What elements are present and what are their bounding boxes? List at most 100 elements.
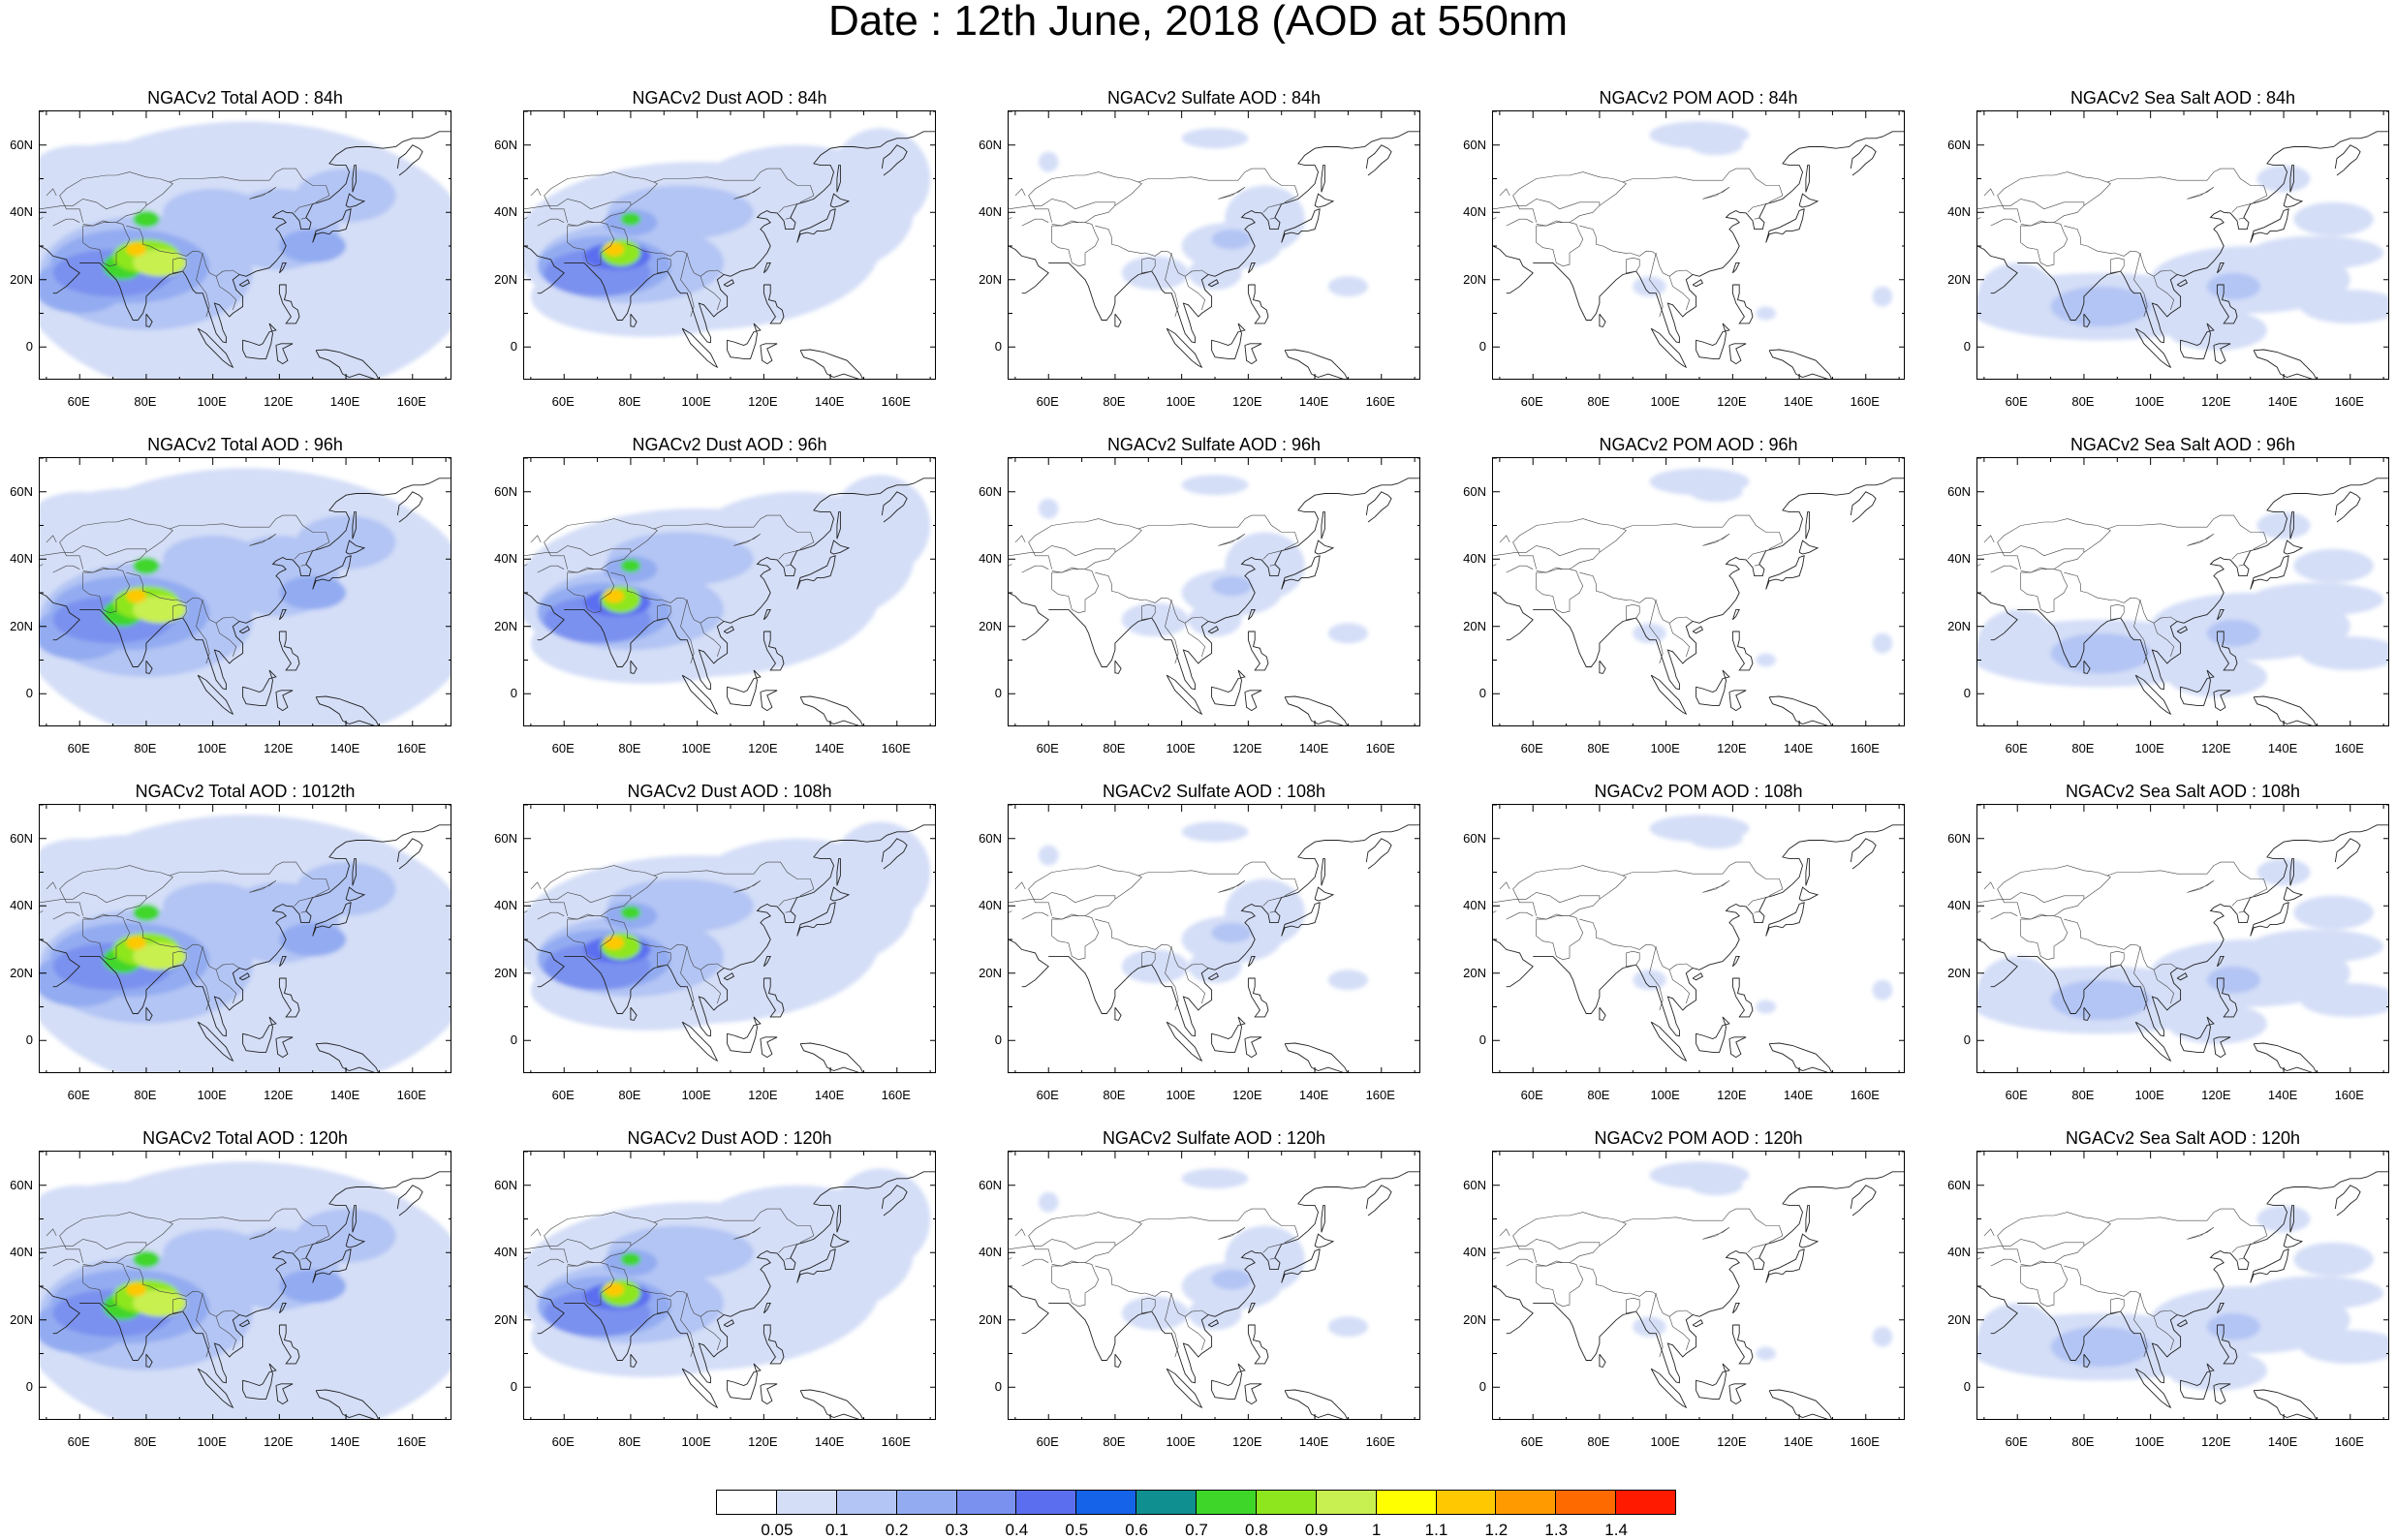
lon-label: 100E (1650, 1088, 1680, 1102)
colorbar-tick-label: 0.6 (1125, 1521, 1148, 1539)
axis-ticks (40, 805, 451, 1072)
aod-blob (133, 557, 160, 574)
lon-label: 160E (1365, 394, 1395, 409)
aod-blob (1038, 845, 1059, 866)
lon-label: 160E (1365, 1434, 1395, 1449)
aod-blob (63, 835, 197, 876)
lat-label: 40N (1463, 898, 1486, 913)
lon-label: 60E (67, 741, 90, 755)
lon-label: 100E (197, 1088, 227, 1102)
map-frame (1008, 804, 1420, 1073)
lat-label: 20N (10, 618, 33, 633)
lat-label: 60N (979, 483, 1002, 499)
lon-label: 140E (329, 394, 360, 409)
lon-label: 60E (1520, 1434, 1543, 1449)
lon-label: 140E (1783, 741, 1814, 755)
lon-label: 60E (551, 1088, 575, 1102)
colorbar-swatch (1615, 1490, 1676, 1515)
axis-ticks (40, 111, 451, 379)
coastlines (1977, 824, 2388, 1072)
aod-blob (2207, 1312, 2261, 1340)
lat-label: 20N (494, 618, 517, 633)
aod-blob (830, 1168, 931, 1270)
aod-blob (1038, 151, 1059, 172)
aod-map (1977, 805, 2388, 1072)
aod-blob (2050, 632, 2151, 674)
aod-map (1493, 1152, 1904, 1419)
lon-label: 100E (681, 1434, 711, 1449)
lon-label: 160E (2334, 1434, 2364, 1449)
map-panel-sulfate-3: NGACv2 Sulfate AOD : 120h 60N 40N 20N 0 60E 80… (969, 1127, 1424, 1476)
lat-label: 40N (10, 1245, 33, 1260)
aod-blob (830, 821, 931, 923)
colorbar-swatch (1015, 1490, 1077, 1515)
colorbar-swatch (1375, 1490, 1437, 1515)
lon-label: 140E (1298, 1088, 1329, 1102)
aod-colorbar (716, 1490, 1676, 1515)
aod-blob (1121, 1296, 1189, 1331)
lon-label: 140E (1298, 1434, 1329, 1449)
colorbar-swatch (1555, 1490, 1617, 1515)
lat-label: 0 (25, 1032, 33, 1048)
aod-blob (133, 1250, 160, 1268)
aod-blob (2050, 1326, 2151, 1368)
aod-blob (2293, 895, 2374, 930)
lon-label: 60E (1036, 394, 1059, 409)
lon-label: 100E (1650, 1434, 1680, 1449)
aod-blob (1872, 1326, 1893, 1347)
lat-label: 0 (1963, 339, 1971, 354)
aod-blob (346, 906, 447, 1007)
lon-label: 80E (618, 1088, 641, 1102)
lat-label: 60N (979, 1177, 1002, 1192)
axis-ticks (1977, 111, 2388, 379)
colorbar-tick-label: 1 (1371, 1521, 1382, 1539)
aod-blob (296, 1209, 396, 1263)
map-panel-pom-0: NGACv2 POM AOD : 84h 60N 40N 20N 0 60E 80E 100E… (1453, 87, 1909, 436)
colorbar-tick-label: 0.8 (1245, 1521, 1268, 1539)
aod-blob (296, 515, 396, 570)
map-frame (1492, 804, 1905, 1073)
aod-blob (1211, 922, 1252, 943)
lon-label: 80E (618, 1434, 641, 1449)
lat-label: 0 (25, 1379, 33, 1395)
aod-blob (1327, 276, 1369, 297)
lon-label: 140E (814, 741, 845, 755)
lon-label: 60E (1036, 741, 1059, 755)
aod-map (1493, 458, 1904, 725)
lon-label: 140E (1783, 394, 1814, 409)
lat-label: 0 (510, 339, 517, 354)
map-panel-total-1: NGACv2 Total AOD : 96h 60N 40N 20N 0 60E 80E 10… (0, 434, 455, 783)
lon-label: 140E (814, 1434, 845, 1449)
map-frame (39, 1151, 451, 1420)
aod-blob (1327, 623, 1369, 644)
map-frame (1976, 457, 2389, 726)
aod-field (1038, 821, 1369, 991)
aod-blob (63, 1182, 197, 1222)
lat-label: 60N (10, 137, 33, 152)
aod-blob (1121, 256, 1189, 291)
map-frame (1976, 804, 2389, 1073)
lon-label: 120E (748, 1088, 778, 1102)
aod-blob (1327, 1316, 1369, 1338)
aod-blob (126, 589, 146, 603)
lon-label: 80E (2071, 394, 2095, 409)
colorbar-swatch (716, 1490, 777, 1515)
lon-label: 160E (2334, 394, 2364, 409)
lon-label: 140E (329, 741, 360, 755)
aod-field (524, 475, 931, 684)
aod-blob (1211, 575, 1252, 597)
aod-map (1009, 111, 1419, 379)
lat-label: 60N (10, 1177, 33, 1192)
lat-label: 20N (979, 1311, 1002, 1327)
lon-label: 100E (1166, 741, 1196, 755)
lat-label: 0 (510, 1379, 517, 1395)
lat-label: 40N (1947, 1245, 1971, 1260)
map-frame (39, 110, 451, 380)
lon-label: 140E (329, 1088, 360, 1102)
lon-label: 120E (1717, 1088, 1747, 1102)
coastlines (1009, 1171, 1419, 1419)
axis-ticks (524, 1152, 935, 1419)
lat-label: 20N (10, 965, 33, 980)
aod-blob (2166, 1350, 2267, 1391)
aod-blob (2300, 636, 2388, 670)
